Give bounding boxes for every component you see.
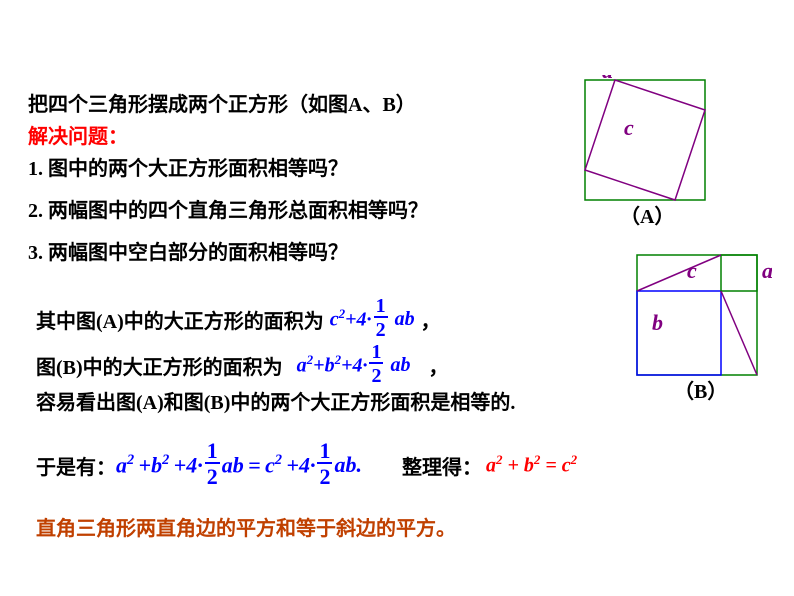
p6-text: 容易看出图(A)和图(B)中的两个大正方形面积是相等的.: [36, 386, 515, 415]
eq-right: ab.: [334, 452, 362, 478]
eq-left: a2 +b2 +4·: [116, 452, 203, 478]
equation-post: 整理得：: [402, 451, 482, 480]
q1-text: 1. 图中的两个大正方形面积相等吗？: [28, 152, 348, 181]
caption-B: （B）: [674, 380, 727, 403]
label-b-B: b: [652, 310, 663, 335]
area-b-formula-tail: ab: [385, 354, 410, 377]
frac-half-4: 12: [317, 440, 332, 490]
equation-pre: 于是有：: [36, 451, 116, 480]
result-formula: a2 + b2 = c2: [486, 452, 577, 478]
label-c-A: c: [624, 115, 634, 140]
diagram-a-svg: a b c （A）: [580, 75, 710, 235]
diagram-a: a b c （A）: [580, 75, 710, 240]
equation-line: 于是有： a2 +b2 +4· 12 ab = c2 +4· 12 ab. 整理…: [36, 440, 577, 490]
diagram-b: c a b （B）: [632, 250, 772, 415]
label-c-B: c: [687, 258, 697, 283]
area-a-post: ，: [421, 305, 441, 334]
frac-half-2: 12: [369, 342, 383, 388]
prompt-text: 解决问题：: [28, 120, 128, 149]
caption-A: （A）: [620, 205, 674, 228]
conclusion-text: 直角三角形两直角边的平方和等于斜边的平方。: [36, 512, 456, 541]
area-a-pre: 其中图(A)中的大正方形的面积为: [36, 305, 324, 334]
area-b-formula: a2+b2+4·: [297, 352, 368, 378]
area-b-line: 图(B)中的大正方形的面积为 a2+b2+4· 12 ab ，: [36, 342, 448, 388]
frac-half-3: 12: [205, 440, 220, 490]
label-a-B: a: [762, 258, 772, 283]
area-a-line: 其中图(A)中的大正方形的面积为 c2+4· 12 ab ，: [36, 296, 441, 342]
frac-half-1: 12: [374, 296, 388, 342]
area-a-formula-tail: ab: [390, 308, 415, 331]
q2-text: 2. 两幅图中的四个直角三角形总面积相等吗？: [28, 194, 428, 223]
intro-text: 把四个三角形摆成两个正方形（如图A、B）: [28, 88, 416, 117]
q3-text: 3. 两幅图中空白部分的面积相等吗？: [28, 236, 348, 265]
area-b-post: ，: [428, 351, 448, 380]
diagram-b-svg: c a b （B）: [632, 250, 772, 410]
eq-mid: ab = c2 +4·: [222, 452, 316, 478]
area-b-pre: 图(B)中的大正方形的面积为: [36, 351, 283, 380]
label-a-A: a: [602, 75, 613, 83]
area-a-formula: c2+4·: [330, 306, 372, 332]
